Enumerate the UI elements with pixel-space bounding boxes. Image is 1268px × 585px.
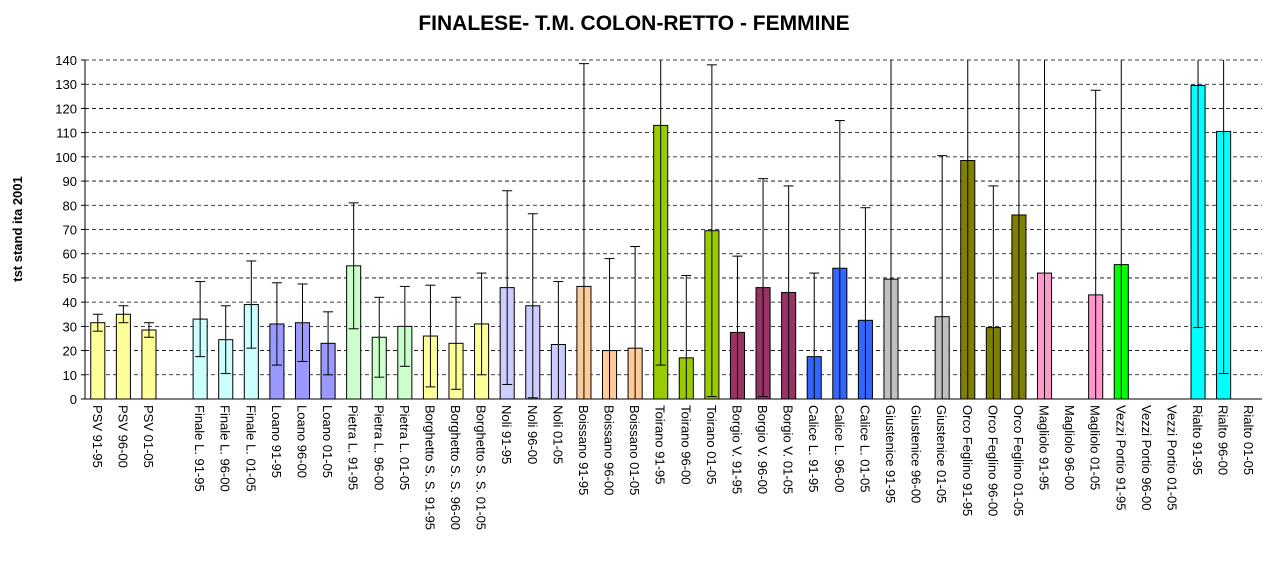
x-tick-label: Rialto 91-95: [1190, 405, 1205, 475]
x-tick-label: PSV 96-00: [115, 405, 130, 468]
y-tick-label: 20: [63, 344, 77, 359]
x-tick-label: Loano 91-95: [269, 405, 284, 478]
x-tick-label: Giustenice 91-95: [883, 405, 898, 503]
y-tick-label: 70: [63, 223, 77, 238]
x-tick-label: Finale L. 96-00: [218, 405, 233, 492]
x-tick-label: Rialto 01-05: [1241, 405, 1256, 475]
x-tick-label: Pietra L. 01-05: [397, 405, 412, 490]
x-tick-label: Finale L. 91-95: [192, 405, 207, 492]
x-tick-label: Calice L. 91-95: [806, 405, 821, 492]
x-tick-label: Borghetto S. S. 96-00: [448, 405, 463, 530]
x-tick-label: Boissano 96-00: [602, 405, 617, 495]
x-tick-label: Toirano 91-95: [653, 405, 668, 485]
x-tick-label: Orco Feglino 01-05: [1011, 405, 1026, 516]
x-tick-label: Boissano 91-95: [576, 405, 591, 495]
plot-area: [90, 60, 1232, 399]
x-tick-label: Orco Feglino 96-00: [985, 405, 1000, 516]
bar: [90, 322, 106, 399]
x-tick-label: PSV 91-95: [90, 405, 105, 468]
x-tick-label: Toirano 01-05: [704, 405, 719, 485]
x-tick-label: Pietra L. 91-95: [346, 405, 361, 490]
x-tick-label: Loano 01-05: [320, 405, 335, 478]
y-tick-label: 110: [56, 126, 77, 141]
y-tick-label: 140: [55, 53, 77, 68]
x-tick-label: Loano 96-00: [294, 405, 309, 478]
x-tick-label: Magliolo 96-00: [1062, 405, 1077, 490]
x-tick-label: Rialto 96-00: [1216, 405, 1231, 475]
x-tick-label: Magliolo 91-95: [1037, 405, 1052, 490]
x-tick-label: Vezzi Portio 01-05: [1164, 405, 1179, 511]
y-axis-label: tst stand ita 2001: [10, 176, 25, 282]
x-tick-label: Vezzi Portio 96-00: [1139, 405, 1154, 511]
x-tick-label: Borghetto S. S. 01-05: [474, 405, 489, 530]
y-tick-label: 120: [55, 101, 77, 116]
y-tick-label: 90: [63, 174, 77, 189]
x-tick-label: Toirano 96-00: [678, 405, 693, 485]
x-tick-label: Borgio V. 91-95: [729, 405, 744, 494]
y-tick-label: 80: [63, 198, 77, 213]
x-tick-label: Borgio V. 01-05: [781, 405, 796, 494]
y-tick-label: 50: [63, 271, 77, 286]
x-tick-label: Noli 01-05: [550, 405, 565, 464]
x-tick-label: Pietra L. 96-00: [371, 405, 386, 490]
bar: [115, 313, 131, 399]
x-tick-label: Orco Feglino 91-95: [960, 405, 975, 516]
x-tick-label: Magliolo 01-05: [1088, 405, 1103, 490]
x-tick-label: Borgio V. 96-00: [755, 405, 770, 494]
x-tick-label: Noli 96-00: [525, 405, 540, 464]
y-tick-label: 30: [63, 319, 77, 334]
y-tick-label: 0: [70, 392, 77, 407]
y-tick-label: 10: [63, 368, 77, 383]
chart-title: FINALESE- T.M. COLON-RETTO - FEMMINE: [418, 12, 849, 35]
x-tick-label: Giustenice 96-00: [909, 405, 924, 503]
y-tick-label: 100: [55, 150, 77, 165]
x-tick-label: Noli 91-95: [499, 405, 514, 464]
x-tick-label: Calice L. 96-00: [832, 405, 847, 492]
x-tick-label: Boissano 01-05: [627, 405, 642, 495]
x-tick-label: Vezzi Portio 91-95: [1113, 405, 1128, 511]
bar: [141, 329, 157, 399]
x-tick-label: Finale L. 01-05: [243, 405, 258, 492]
x-tick-label: Calice L. 01-05: [857, 405, 872, 492]
x-tick-label: PSV 01-05: [141, 405, 156, 468]
x-tick-label: Borghetto S. S. 91-95: [422, 405, 437, 530]
y-tick-label: 60: [63, 247, 77, 262]
y-tick-label: 130: [55, 77, 77, 92]
y-tick-label: 40: [63, 295, 77, 310]
x-tick-label: Giustenice 01-05: [934, 405, 949, 503]
